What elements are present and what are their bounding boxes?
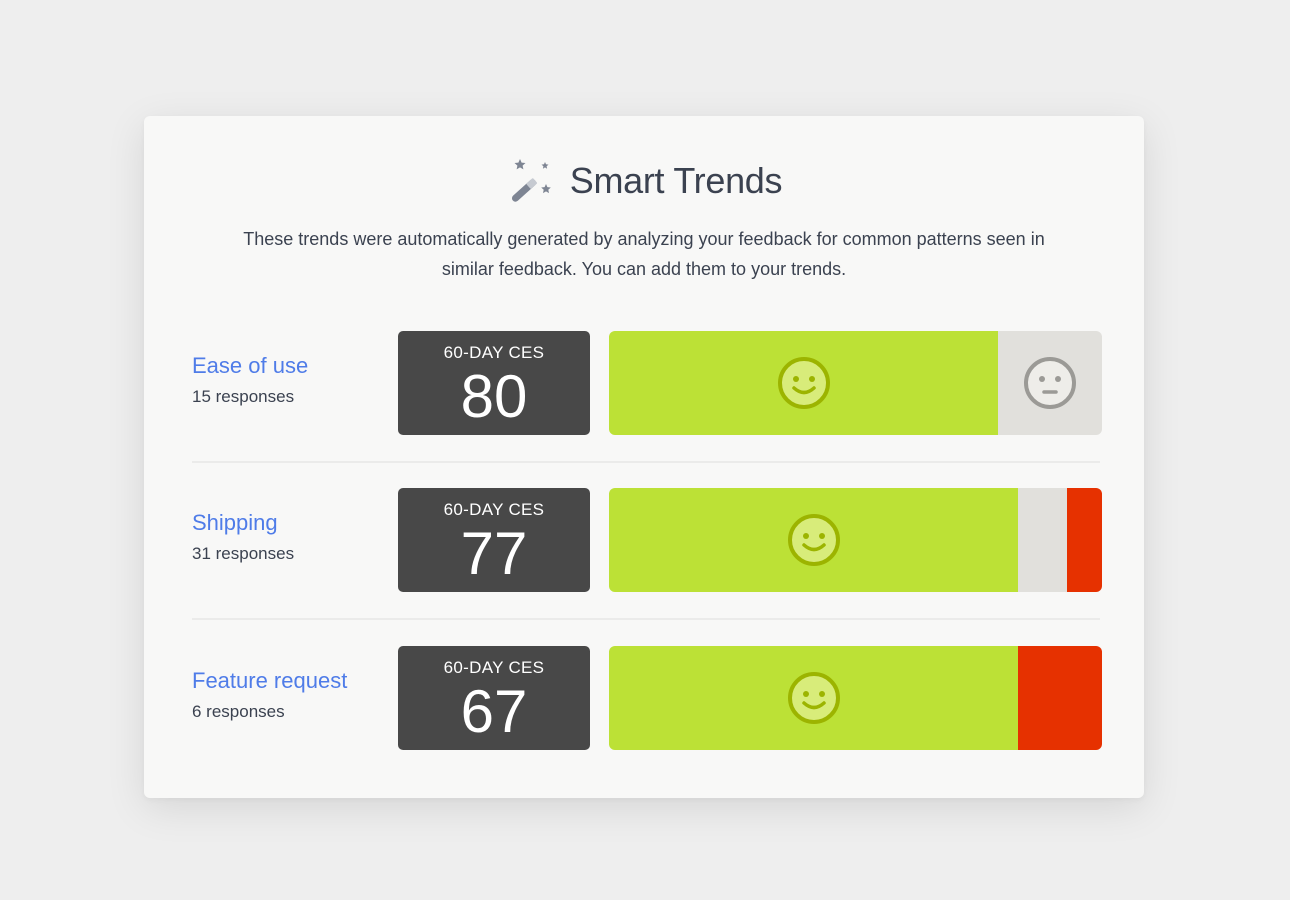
smiley-face-icon <box>777 357 830 409</box>
score-value: 77 <box>460 520 528 587</box>
row-divider <box>192 461 1100 463</box>
page-title: Smart Trends <box>569 160 783 201</box>
trend-row: Shipping 31 responses 60-DAY CES 77 <box>192 488 1102 592</box>
response-count: 15 responses <box>192 387 295 406</box>
neutral-segment <box>998 331 1102 435</box>
metric-label: 60-DAY CES <box>443 343 545 362</box>
negative-segment <box>1018 646 1102 750</box>
positive-segment <box>609 488 1019 592</box>
trend-label: Ease of use 15 responses <box>192 351 392 407</box>
positive-segment <box>609 646 1019 750</box>
magic-wand-icon <box>511 159 551 202</box>
row-divider <box>192 618 1100 620</box>
metric-label: 60-DAY CES <box>443 658 545 677</box>
trend-row: Feature request 6 responses 60-DAY CES 6… <box>192 646 1102 750</box>
trend-label: Feature request 6 responses <box>192 666 392 722</box>
negative-segment <box>1067 488 1102 592</box>
response-count: 31 responses <box>192 544 295 563</box>
trend-name-link[interactable]: Ease of use <box>192 353 309 378</box>
sentiment-bar <box>609 646 1102 750</box>
score-value: 67 <box>460 678 528 745</box>
score-box: 60-DAY CES 67 <box>398 646 590 750</box>
score-box: 60-DAY CES 80 <box>398 331 590 435</box>
trend-name-link[interactable]: Shipping <box>192 510 278 535</box>
trend-name-link[interactable]: Feature request <box>192 668 348 693</box>
sentiment-bar <box>609 488 1102 592</box>
trend-label: Shipping 31 responses <box>192 508 392 564</box>
score-value: 80 <box>460 363 528 430</box>
header: Smart Trends <box>144 156 1144 206</box>
sentiment-bar <box>609 331 1102 435</box>
neutral-segment <box>1018 488 1068 592</box>
page-description: These trends were automatically generate… <box>243 229 1045 279</box>
smiley-face-icon <box>787 672 840 724</box>
positive-segment <box>609 331 999 435</box>
score-box: 60-DAY CES 77 <box>398 488 590 592</box>
smart-trends-card: Smart Trends These trends were automatic… <box>144 116 1144 798</box>
metric-label: 60-DAY CES <box>443 500 545 519</box>
response-count: 6 responses <box>192 702 285 721</box>
neutral-face-icon <box>1024 357 1077 409</box>
smiley-face-icon <box>787 514 840 566</box>
trend-row: Ease of use 15 responses 60-DAY CES 80 <box>192 331 1102 435</box>
